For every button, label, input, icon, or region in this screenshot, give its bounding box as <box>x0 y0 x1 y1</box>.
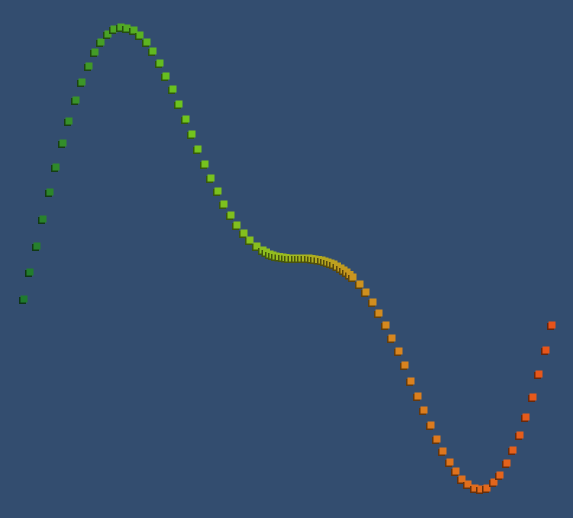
data-point <box>395 347 403 355</box>
data-point <box>427 421 435 429</box>
data-point <box>464 480 472 488</box>
data-point <box>253 242 261 250</box>
data-point <box>548 321 556 329</box>
data-point <box>91 48 99 56</box>
data-point <box>233 221 241 229</box>
data-point <box>214 187 222 195</box>
data-point <box>149 47 157 55</box>
data-point <box>85 62 93 70</box>
data-point <box>20 295 28 303</box>
data-point <box>458 475 466 483</box>
data-point <box>194 145 202 153</box>
data-point <box>375 309 383 317</box>
data-point <box>123 24 131 32</box>
data-point <box>529 393 537 401</box>
data-point <box>110 25 118 33</box>
data-point <box>26 268 34 276</box>
data-point <box>369 298 377 306</box>
data-point <box>220 200 228 208</box>
data-point <box>477 485 485 493</box>
data-point <box>65 117 73 125</box>
data-point <box>407 377 415 385</box>
data-point <box>201 160 209 168</box>
data-point <box>388 334 396 342</box>
data-point <box>446 458 454 466</box>
data-point <box>33 242 41 250</box>
data-point <box>162 72 170 80</box>
data-point <box>483 484 491 492</box>
data-point <box>522 413 530 421</box>
data-point <box>516 431 524 439</box>
data-point <box>207 174 215 182</box>
data-point <box>503 459 511 467</box>
data-point <box>246 236 254 244</box>
data-point <box>169 85 177 93</box>
data-point <box>78 78 86 86</box>
data-point <box>356 280 364 288</box>
data-point <box>439 447 447 455</box>
data-point <box>130 26 138 34</box>
data-point <box>471 484 479 492</box>
data-point <box>117 23 125 31</box>
data-point <box>175 100 183 108</box>
data-point <box>433 435 441 443</box>
data-point <box>542 346 550 354</box>
data-point <box>136 31 144 39</box>
data-point <box>490 478 498 486</box>
data-point <box>240 229 248 237</box>
data-point <box>52 163 60 171</box>
data-point <box>46 188 54 196</box>
data-point <box>39 215 47 223</box>
data-point <box>414 392 422 400</box>
data-point <box>72 96 80 104</box>
data-point <box>182 115 190 123</box>
data-point <box>452 467 460 475</box>
data-point <box>97 38 105 46</box>
data-point <box>496 471 504 479</box>
points-group <box>19 23 556 494</box>
data-point <box>156 59 164 67</box>
data-point <box>382 321 390 329</box>
data-point <box>143 38 151 46</box>
data-point <box>349 273 357 281</box>
data-point <box>59 139 67 147</box>
data-point <box>509 446 517 454</box>
data-point <box>227 211 235 219</box>
data-point <box>188 130 196 138</box>
data-point <box>401 361 409 369</box>
data-point <box>420 406 428 414</box>
data-point <box>104 30 112 38</box>
data-point <box>362 288 370 296</box>
data-point <box>535 370 543 378</box>
